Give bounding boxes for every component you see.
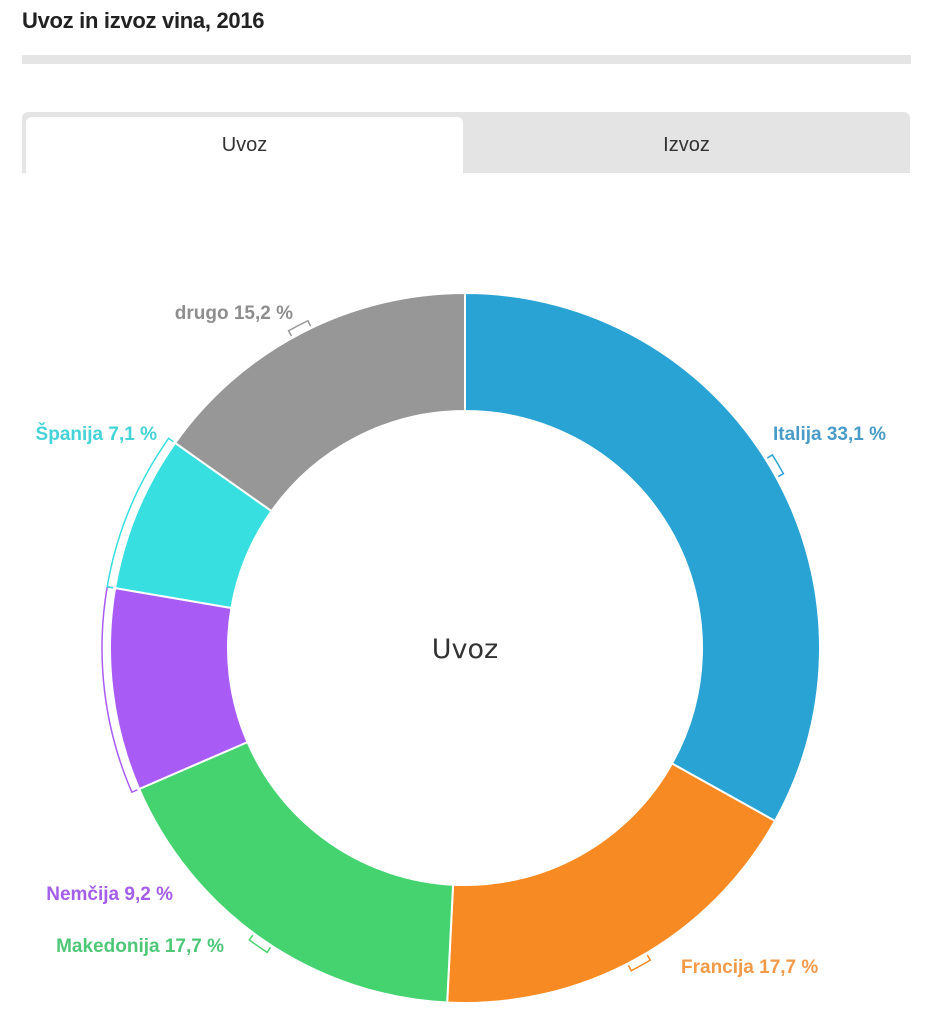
slice-makedonija[interactable] (137, 740, 455, 1004)
slice-italija[interactable] (464, 291, 821, 823)
chart-leader-lines (101, 319, 785, 972)
page-title: Uvoz in izvoz vina, 2016 (22, 8, 265, 33)
tab-bar: Uvoz Izvoz (22, 112, 910, 173)
leader-francija (627, 954, 652, 972)
slice-label-spanija: Španija 7,1 % (36, 423, 158, 445)
slice-label-drugo: drugo 15,2 % (175, 303, 293, 324)
slice-drugo[interactable] (173, 291, 466, 513)
leader-italija (766, 453, 785, 478)
chart-slices (109, 291, 821, 1004)
leader-drugo (287, 319, 312, 337)
tab-izvoz[interactable]: Izvoz (663, 133, 710, 156)
leader-nemcija (101, 585, 138, 794)
slice-label-makedonija: Makedonija 17,7 % (56, 936, 224, 957)
chart-center-label: Uvoz (432, 634, 498, 665)
slice-francija[interactable] (446, 762, 777, 1004)
tab-uvoz[interactable]: Uvoz (26, 117, 463, 173)
slice-label-francija: Francija 17,7 % (681, 957, 818, 978)
leader-spanija (106, 437, 175, 589)
leader-makedonija (248, 934, 272, 954)
slice-label-nemcija: Nemčija 9,2 % (46, 884, 173, 905)
title-divider (22, 55, 911, 64)
slice-label-italija: Italija 33,1 % (773, 424, 886, 445)
